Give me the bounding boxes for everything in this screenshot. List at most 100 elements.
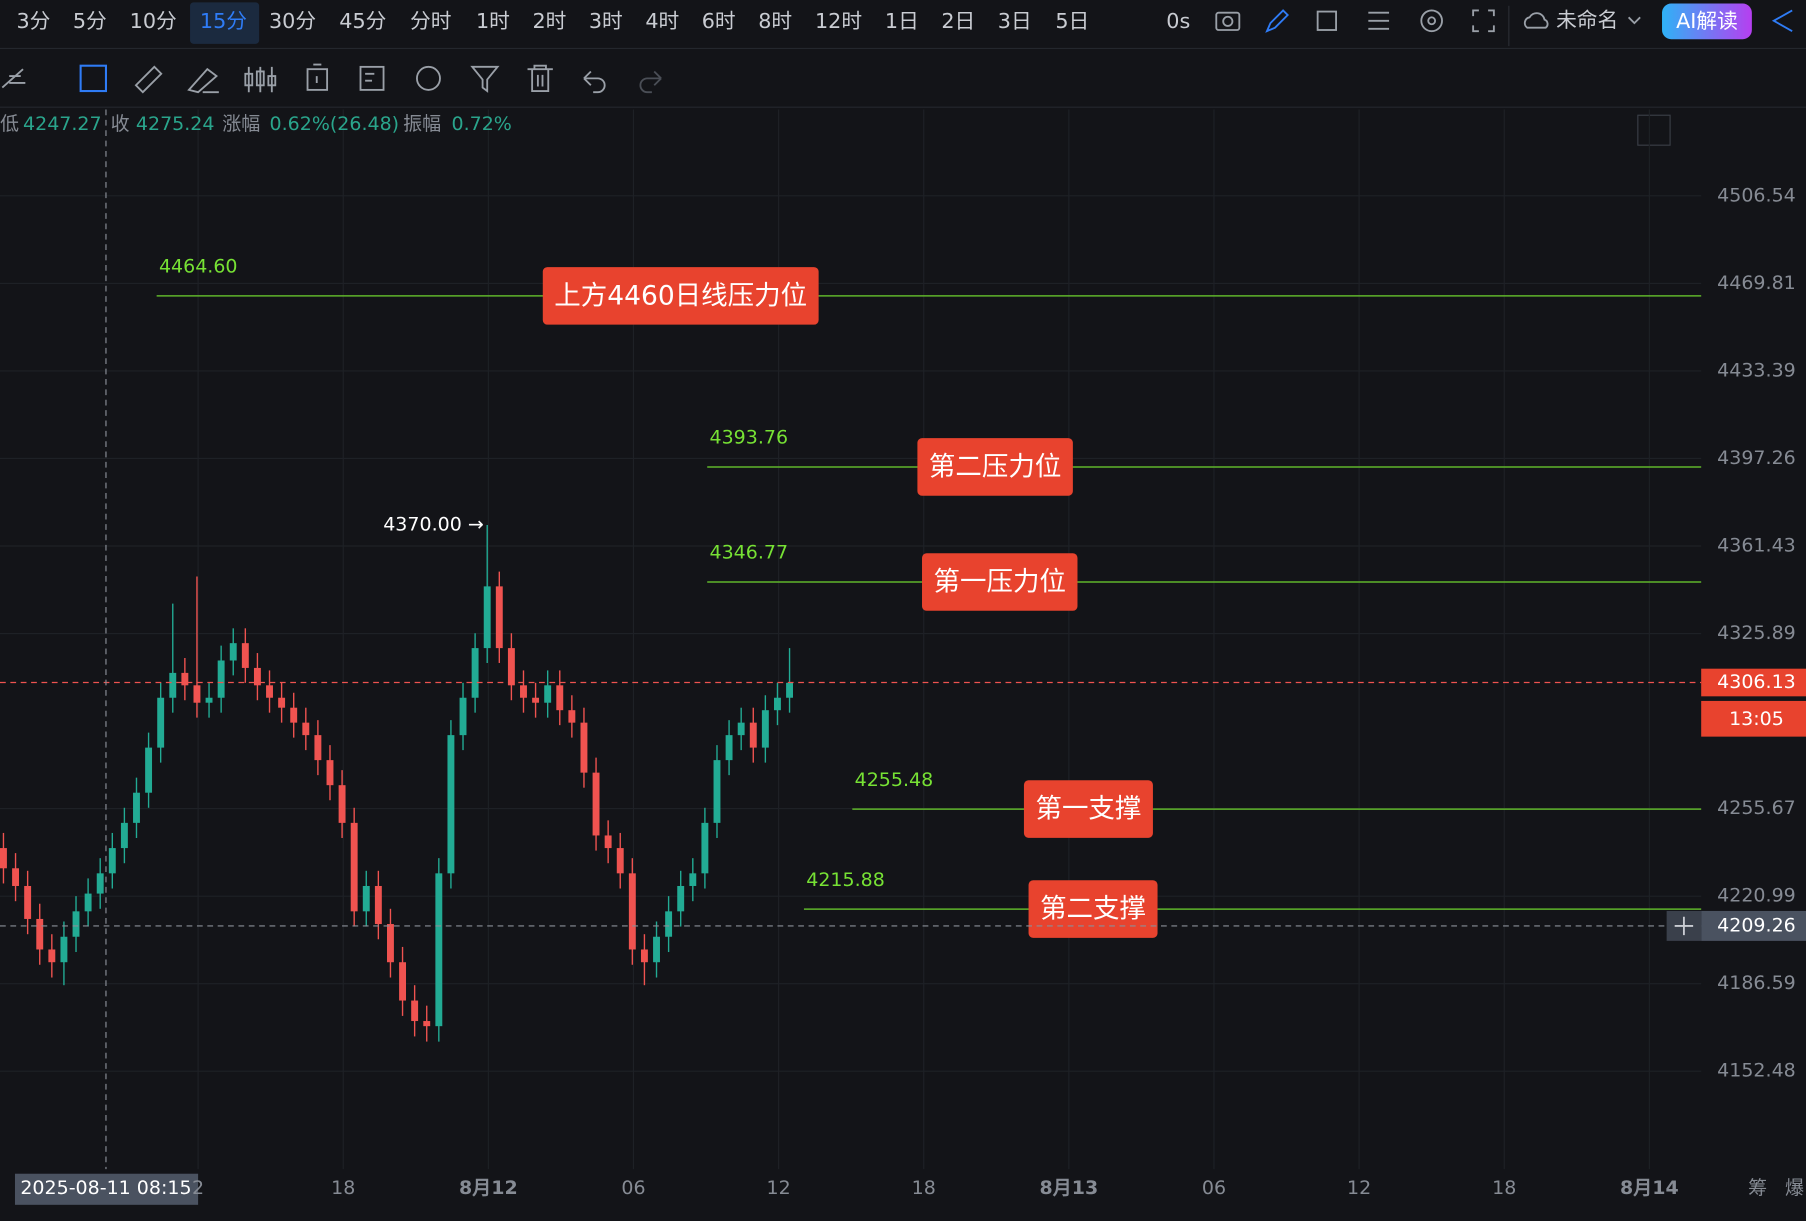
- candle-body: [399, 962, 407, 1001]
- candle-body: [253, 667, 261, 686]
- candle-body: [628, 873, 636, 950]
- candle-body: [362, 885, 370, 912]
- candle-body: [72, 911, 80, 937]
- x-tick-label: 12: [767, 1177, 791, 1199]
- side-label[interactable]: 筹: [1748, 1177, 1767, 1199]
- crosshair-time-label: 2025-08-11 08:15: [20, 1177, 191, 1199]
- period-tab[interactable]: 1日: [885, 9, 919, 33]
- annotation-box: [1028, 880, 1158, 938]
- candle-body: [556, 685, 564, 711]
- candle-body: [483, 586, 491, 649]
- candle-body: [532, 697, 540, 703]
- crosshair-time-box: [14, 1173, 199, 1205]
- candle-body: [12, 868, 20, 886]
- candle-body: [120, 822, 128, 849]
- ai-button-bg[interactable]: [1662, 3, 1752, 40]
- x-tick-label: 8月14: [1620, 1177, 1679, 1199]
- y-tick-label: 4186.59: [1717, 972, 1796, 994]
- candle-body: [592, 772, 600, 836]
- level-label: 4464.60: [159, 256, 238, 278]
- annotation-text: 第一压力位: [934, 567, 1066, 598]
- x-tick-label: 18: [331, 1177, 355, 1199]
- period-tab[interactable]: 30分: [269, 9, 316, 33]
- x-tick-label: 8月12: [459, 1177, 518, 1199]
- annotation-text: 第二压力位: [929, 452, 1061, 483]
- period-tab[interactable]: 8时: [758, 9, 792, 33]
- candle-body: [0, 848, 7, 869]
- ai-button[interactable]: AI解读: [1676, 9, 1738, 33]
- candle-body: [713, 760, 721, 823]
- y-tick-label: 4361.43: [1717, 534, 1796, 556]
- candle-body: [761, 710, 769, 748]
- candle-body: [157, 697, 165, 748]
- candle-body: [326, 760, 334, 786]
- candle-body: [665, 911, 673, 937]
- period-tab[interactable]: 3分: [16, 9, 50, 33]
- candle-body: [193, 685, 201, 703]
- y-tick-label: 4152.48: [1717, 1060, 1796, 1082]
- candle-body: [217, 660, 225, 698]
- annotation-box: [542, 267, 819, 325]
- countdown-setting[interactable]: 0s: [1166, 9, 1190, 33]
- candle-body: [604, 835, 612, 849]
- layout-name[interactable]: 未命名: [1556, 8, 1618, 32]
- candle-body: [447, 735, 455, 874]
- candle-body: [640, 949, 648, 963]
- candle-body: [108, 848, 116, 874]
- info-low: 4247.27: [23, 113, 102, 135]
- candle-body: [786, 682, 794, 698]
- candle-body: [314, 735, 322, 761]
- candle-body: [84, 893, 92, 912]
- period-tab[interactable]: 45分: [339, 9, 386, 33]
- x-tick-label: 2: [192, 1177, 204, 1199]
- candle-body: [205, 697, 213, 703]
- period-tab[interactable]: 12时: [815, 9, 862, 33]
- candle-body: [616, 848, 624, 874]
- x-tick-label: 8月13: [1040, 1177, 1099, 1199]
- candle-body: [169, 672, 177, 698]
- annotation-text: 第二支撑: [1040, 894, 1146, 925]
- info-close-label: 收: [111, 113, 130, 135]
- period-tab[interactable]: 5分: [73, 9, 107, 33]
- candle-body: [36, 918, 44, 950]
- candle-body: [338, 785, 346, 823]
- x-tick-label: 18: [1492, 1177, 1516, 1199]
- fullscreen-toggle[interactable]: [1637, 114, 1671, 146]
- period-tab[interactable]: 3时: [589, 9, 623, 33]
- period-tab[interactable]: 1时: [476, 9, 510, 33]
- candle-body: [774, 697, 781, 711]
- x-tick-label: 06: [1202, 1177, 1226, 1199]
- y-tick-label: 4255.67: [1717, 797, 1796, 819]
- period-tab[interactable]: 分时: [410, 9, 451, 33]
- period-tab[interactable]: 15分: [200, 9, 247, 33]
- info-amplitude: 0.72%: [452, 113, 512, 135]
- annotation-box: [922, 553, 1078, 611]
- candle-body: [60, 936, 68, 963]
- candle-body: [350, 822, 358, 912]
- period-tab[interactable]: 5日: [1055, 9, 1089, 33]
- side-label[interactable]: 爆: [1785, 1177, 1804, 1199]
- period-tab[interactable]: 10分: [130, 9, 177, 33]
- overlay: 4370.00 → 4464.60 上方4460日线压力位 4393.76 第二压力位 4…: [0, 109, 1806, 1205]
- last-price-label: 4306.13: [1717, 671, 1796, 693]
- plus-icon: [1674, 916, 1694, 936]
- level-label: 4346.77: [710, 542, 789, 564]
- level-label: 4215.88: [806, 869, 885, 891]
- period-tab[interactable]: 2日: [941, 9, 975, 33]
- info-low-label: 低: [0, 113, 19, 135]
- period-tab[interactable]: 2时: [532, 9, 566, 33]
- level-label: 4255.48: [855, 769, 934, 791]
- countdown-label: 13:05: [1729, 708, 1784, 730]
- candle-body: [544, 685, 552, 703]
- drawing-tools[interactable]: [1, 63, 662, 94]
- crosshair-price-label: 4209.26: [1717, 914, 1796, 936]
- period-tab[interactable]: 6时: [702, 9, 736, 33]
- candle-body: [411, 1000, 419, 1022]
- info-change: 0.62%(26.48): [270, 113, 400, 135]
- x-tick-label: 06: [621, 1177, 645, 1199]
- annotation-text: 上方4460日线压力位: [554, 281, 807, 312]
- candle-body: [701, 822, 709, 874]
- period-tab[interactable]: 4时: [645, 9, 679, 33]
- period-tab[interactable]: 3日: [998, 9, 1032, 33]
